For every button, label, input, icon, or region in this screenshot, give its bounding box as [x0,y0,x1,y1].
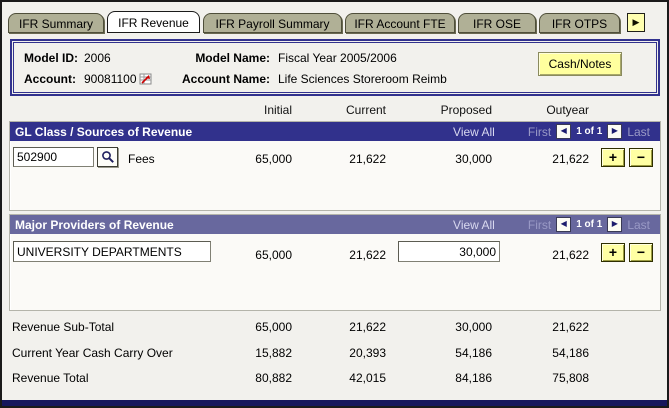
providers-page-indicator: 1 of 1 [576,219,602,230]
model-id-value: 2006 [84,51,111,65]
tab-scroll-right-button[interactable]: ▶ [627,13,645,32]
revenue-total-current: 42,015 [294,371,386,385]
model-name-label: Model Name: [160,51,270,65]
gl-add-row-button[interactable]: + [601,148,625,167]
column-header-current: Current [294,103,389,117]
provider-row-current: 21,622 [294,248,386,262]
gl-view-all-link[interactable]: View All [453,125,495,139]
providers-section-header: Major Providers of Revenue View All Firs… [10,215,660,234]
column-header-outyear: Outyear [497,103,592,117]
tab-ifr-ose[interactable]: IFR OSE [458,13,536,33]
gl-row-initial: 65,000 [200,152,292,166]
chevron-right-icon[interactable]: ▶ [607,217,622,232]
tab-bar: IFR Summary IFR Revenue IFR Payroll Summ… [8,11,645,33]
account-label: Account: [24,72,76,86]
gl-class-section-header: GL Class / Sources of Revenue View All F… [10,122,660,141]
providers-view-all-link[interactable]: View All [453,218,495,232]
carryover-current: 20,393 [294,346,386,360]
account-name-label: Account Name: [160,72,270,86]
provider-add-row-button[interactable]: + [601,243,625,262]
ifr-revenue-screen: IFR Summary IFR Revenue IFR Payroll Summ… [0,0,669,408]
account-value: 90081100 [84,72,137,86]
providers-first-link[interactable]: First [528,218,551,232]
subtotal-initial: 65,000 [200,320,292,334]
account-name-value: Life Sciences Storeroom Reimb [278,72,447,86]
tab-ifr-account-fte[interactable]: IFR Account FTE [345,13,455,33]
carryover-outyear: 54,186 [497,346,589,360]
gl-class-section-title: GL Class / Sources of Revenue [15,125,453,139]
chevron-right-icon: ▶ [633,17,640,28]
provider-proposed-input[interactable] [398,241,500,262]
model-header-box: Model ID: 2006 Model Name: Fiscal Year 2… [10,39,660,96]
chevron-right-icon[interactable]: ▶ [607,124,622,139]
subtotal-current: 21,622 [294,320,386,334]
tab-ifr-revenue[interactable]: IFR Revenue [107,11,200,33]
tab-ifr-payroll-summary[interactable]: IFR Payroll Summary [203,13,342,33]
subtotal-outyear: 21,622 [497,320,589,334]
provider-row-outyear: 21,622 [497,248,589,262]
subtotal-label: Revenue Sub-Total [12,320,114,334]
carryover-label: Current Year Cash Carry Over [12,346,173,360]
gl-row-description: Fees [128,152,155,166]
transfer-icon[interactable] [139,72,152,88]
provider-delete-row-button[interactable]: − [629,243,653,262]
carryover-initial: 15,882 [200,346,292,360]
bottom-bar [2,400,667,406]
model-name-value: Fiscal Year 2005/2006 [278,51,397,65]
revenue-total-initial: 80,882 [200,371,292,385]
gl-row-proposed: 30,000 [400,152,492,166]
column-header-proposed: Proposed [400,103,495,117]
chevron-left-icon[interactable]: ◀ [556,124,571,139]
providers-section-title: Major Providers of Revenue [15,218,453,232]
gl-page-indicator: 1 of 1 [576,126,602,137]
tab-ifr-otps[interactable]: IFR OTPS [539,13,620,33]
provider-row-initial: 65,000 [200,248,292,262]
column-header-initial: Initial [200,103,295,117]
gl-row-outyear: 21,622 [497,152,589,166]
provider-name-input[interactable] [13,241,211,262]
gl-row-current: 21,622 [294,152,386,166]
providers-last-link[interactable]: Last [627,218,650,232]
cash-notes-button[interactable]: Cash/Notes [538,52,622,76]
gl-first-link[interactable]: First [528,125,551,139]
providers-section: Major Providers of Revenue View All Firs… [9,214,661,311]
chevron-left-icon[interactable]: ◀ [556,217,571,232]
subtotal-proposed: 30,000 [400,320,492,334]
model-id-label: Model ID: [24,51,78,65]
revenue-total-outyear: 75,808 [497,371,589,385]
gl-delete-row-button[interactable]: − [629,148,653,167]
revenue-total-proposed: 84,186 [400,371,492,385]
gl-last-link[interactable]: Last [627,125,650,139]
gl-code-input[interactable] [13,147,94,167]
revenue-total-label: Revenue Total [12,371,89,385]
carryover-proposed: 54,186 [400,346,492,360]
tab-ifr-summary[interactable]: IFR Summary [8,13,104,33]
magnifier-icon[interactable] [97,147,118,167]
